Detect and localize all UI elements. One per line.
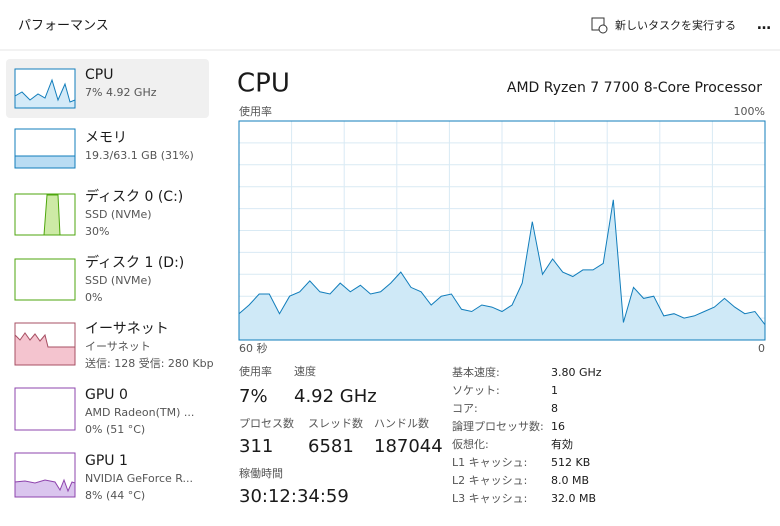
stat-label: 速度 bbox=[294, 365, 316, 378]
stat-value: 7% bbox=[239, 386, 268, 407]
item-detail: AMD Radeon(TM) ... bbox=[85, 406, 194, 419]
thumb-fill bbox=[14, 78, 76, 109]
spec-label: L2 キャッシュ: bbox=[452, 474, 527, 487]
spec-value: 有効 bbox=[551, 437, 573, 451]
spec-label: 基本速度: bbox=[452, 365, 500, 379]
thumb-fill bbox=[15, 194, 75, 236]
stat-label: ハンドル数 bbox=[374, 417, 429, 430]
thumb-fill bbox=[14, 478, 76, 498]
spec-label: 論理プロセッサ数: bbox=[452, 419, 544, 433]
icon bbox=[598, 24, 608, 34]
spec-value: 1 bbox=[551, 384, 558, 397]
item-name[interactable]: CPU bbox=[85, 67, 113, 83]
spec-label: 仮想化: bbox=[452, 437, 489, 451]
x-start-label: 60 秒 bbox=[239, 341, 268, 355]
x-end-label: 0 bbox=[758, 342, 765, 355]
item-detail: SSD (NVMe) bbox=[85, 208, 152, 221]
thumb-fill bbox=[14, 332, 76, 366]
item-detail: SSD (NVMe) bbox=[85, 274, 152, 287]
stat-value: 30:12:34:59 bbox=[239, 486, 349, 507]
stat-value: 187044 bbox=[374, 436, 443, 457]
stat-label: 使用率 bbox=[239, 365, 272, 378]
thumb bbox=[14, 258, 76, 301]
item-name[interactable]: イーサネット bbox=[85, 321, 169, 337]
cpu-line bbox=[238, 199, 766, 326]
plot-border bbox=[238, 120, 766, 341]
thumb bbox=[14, 387, 76, 431]
spec-label: L1 キャッシュ: bbox=[452, 456, 527, 469]
stat-value: 4.92 GHz bbox=[294, 386, 377, 407]
spec-value: 8 bbox=[551, 402, 558, 415]
run-task-label[interactable]: 新しいタスクを実行する bbox=[615, 19, 736, 32]
item-detail: 30% bbox=[85, 225, 109, 238]
spec-label: ソケット: bbox=[452, 384, 500, 397]
item-name[interactable]: GPU 1 bbox=[85, 453, 128, 469]
spec-value: 8.0 MB bbox=[551, 474, 589, 487]
item-detail: 7% 4.92 GHz bbox=[85, 86, 157, 99]
item-name[interactable]: メモリ bbox=[85, 130, 127, 146]
stat-label: スレッド数 bbox=[308, 417, 363, 430]
stat-label: プロセス数 bbox=[239, 417, 294, 430]
stat-label: 稼働時間 bbox=[239, 467, 283, 480]
spec-label: コア: bbox=[452, 402, 478, 415]
y-label: 使用率 bbox=[239, 105, 272, 118]
run-task-button[interactable]: 新しいタスクを実行する bbox=[591, 17, 736, 34]
page-title: パフォーマンス bbox=[18, 19, 109, 34]
item-detail: NVIDIA GeForce R... bbox=[85, 472, 193, 485]
processor: AMD Ryzen 7 7700 8-Core Processor bbox=[507, 80, 762, 96]
spec-label: L3 キャッシュ: bbox=[452, 492, 527, 505]
item-detail: 19.3/63.1 GB (31%) bbox=[85, 149, 194, 162]
stat-value: 311 bbox=[239, 436, 273, 457]
thumb-fill bbox=[14, 155, 76, 169]
area-fill bbox=[239, 199, 765, 340]
y-max-label: 100% bbox=[734, 105, 765, 118]
item-detail: 送信: 128 受信: 280 Kbp bbox=[85, 356, 214, 370]
item-detail: 0% bbox=[85, 291, 102, 304]
main-title: CPU bbox=[237, 69, 290, 99]
item-detail: イーサネット bbox=[85, 340, 151, 353]
spec-value: 16 bbox=[551, 420, 565, 433]
spec-value: 512 KB bbox=[551, 456, 590, 469]
more-button[interactable]: … bbox=[757, 17, 771, 33]
item-detail: 0% (51 °C) bbox=[85, 423, 145, 436]
spec-value: 32.0 MB bbox=[551, 492, 596, 505]
stat-value: 6581 bbox=[308, 436, 354, 457]
thumbnails bbox=[14, 68, 76, 498]
item-detail: 8% (44 °C) bbox=[85, 489, 145, 502]
icon bbox=[591, 17, 605, 31]
spec-value: 3.80 GHz bbox=[551, 366, 602, 379]
item-name[interactable]: GPU 0 bbox=[85, 387, 128, 403]
item-name[interactable]: ディスク 0 (C:) bbox=[85, 188, 183, 205]
item-name[interactable]: ディスク 1 (D:) bbox=[85, 254, 184, 271]
